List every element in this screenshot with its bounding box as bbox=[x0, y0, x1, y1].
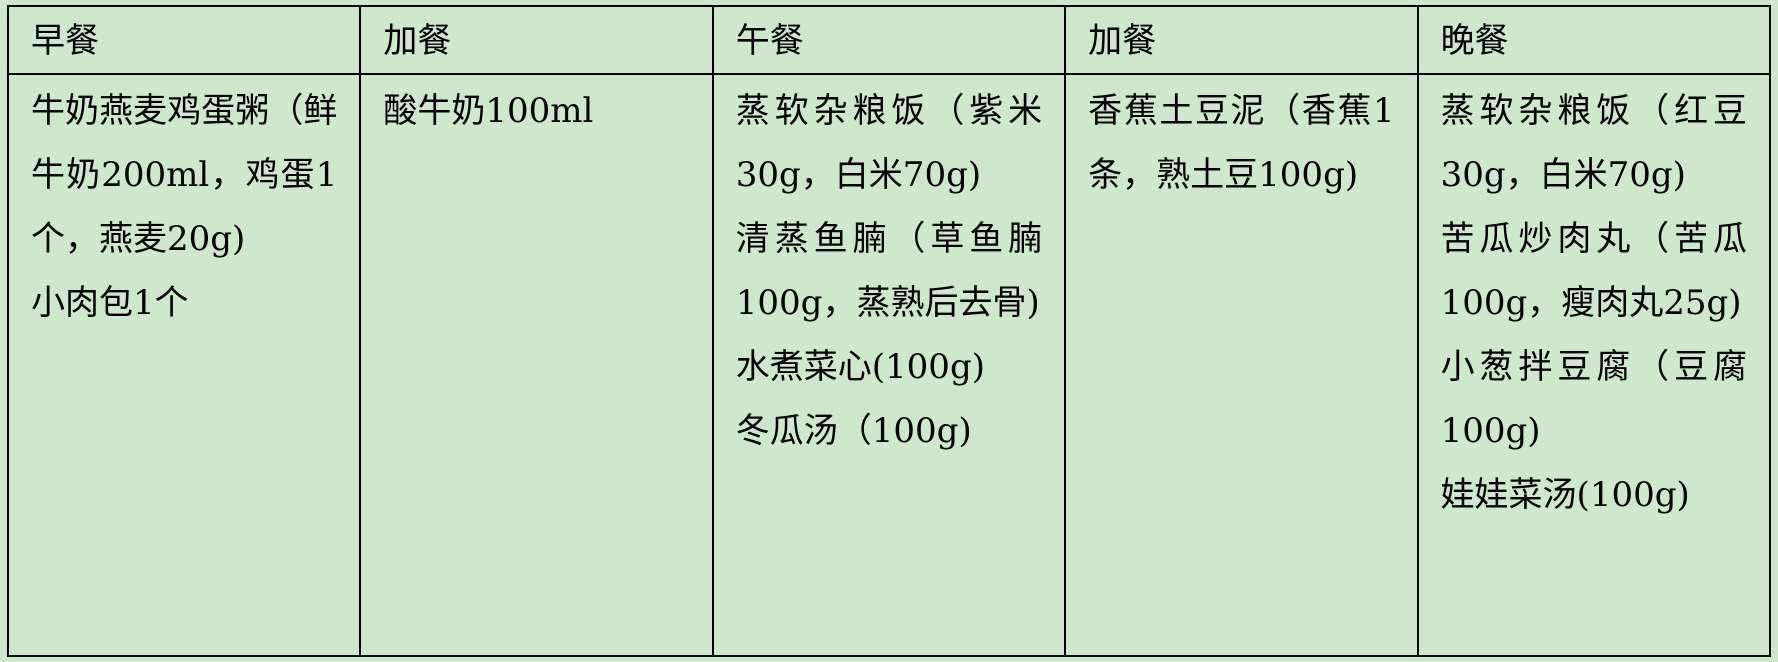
menu-row: 牛奶燕麦鸡蛋粥（鲜牛奶200ml，鸡蛋1个，燕麦20g) 小肉包1个 酸牛奶10… bbox=[6, 73, 1772, 657]
menu-item: 牛奶燕麦鸡蛋粥（鲜牛奶200ml，鸡蛋1个，燕麦20g) bbox=[31, 91, 338, 259]
menu-item: 冬瓜汤（100g) bbox=[735, 411, 972, 451]
header-breakfast: 早餐 bbox=[6, 5, 362, 75]
header-snack-1: 加餐 bbox=[359, 5, 714, 75]
menu-item: 娃娃菜汤(100g) bbox=[1440, 475, 1690, 515]
header-dinner: 晚餐 bbox=[1416, 5, 1772, 75]
meal-plan-table: 早餐 加餐 午餐 加餐 晚餐 牛奶燕麦鸡蛋粥（鲜牛奶200ml，鸡蛋1个，燕麦2… bbox=[6, 5, 1772, 657]
menu-item: 水煮菜心(100g) bbox=[735, 347, 985, 387]
breakfast-cell: 牛奶燕麦鸡蛋粥（鲜牛奶200ml，鸡蛋1个，燕麦20g) 小肉包1个 bbox=[6, 73, 362, 657]
menu-item: 苦瓜炒肉丸（苦瓜100g，瘦肉丸25g) bbox=[1440, 219, 1747, 323]
snack-2-cell: 香蕉土豆泥（香蕉1条，熟土豆100g) bbox=[1064, 73, 1419, 657]
header-lunch: 午餐 bbox=[711, 5, 1067, 75]
menu-item: 蒸软杂粮饭（紫米30g，白米70g) bbox=[735, 91, 1043, 195]
menu-item: 蒸软杂粮饭（红豆30g，白米70g) bbox=[1440, 91, 1747, 195]
header-row: 早餐 加餐 午餐 加餐 晚餐 bbox=[6, 5, 1772, 75]
menu-item: 小肉包1个 bbox=[31, 283, 189, 323]
menu-item: 酸牛奶100ml bbox=[383, 91, 594, 131]
dinner-cell: 蒸软杂粮饭（红豆30g，白米70g) 苦瓜炒肉丸（苦瓜100g，瘦肉丸25g) … bbox=[1416, 73, 1772, 657]
menu-item: 清蒸鱼腩（草鱼腩100g，蒸熟后去骨) bbox=[735, 219, 1043, 323]
lunch-cell: 蒸软杂粮饭（紫米30g，白米70g) 清蒸鱼腩（草鱼腩100g，蒸熟后去骨) 水… bbox=[711, 73, 1067, 657]
menu-item: 香蕉土豆泥（香蕉1条，熟土豆100g) bbox=[1088, 91, 1395, 195]
header-snack-2: 加餐 bbox=[1064, 5, 1419, 75]
snack-1-cell: 酸牛奶100ml bbox=[359, 73, 714, 657]
menu-item: 小葱拌豆腐（豆腐100g) bbox=[1440, 347, 1747, 451]
